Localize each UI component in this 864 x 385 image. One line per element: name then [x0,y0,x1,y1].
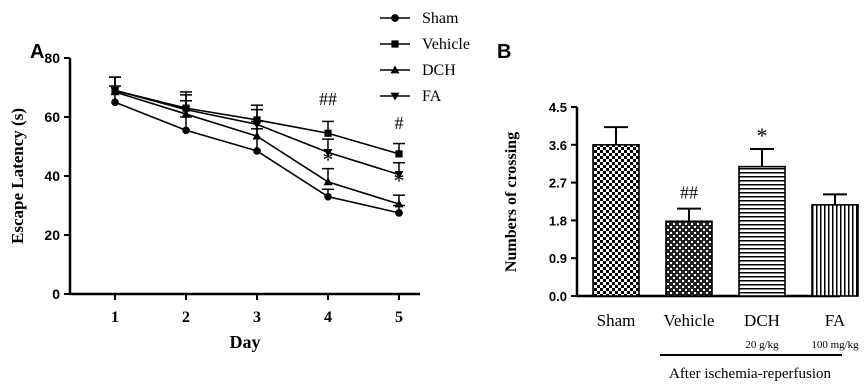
bar-sham [592,144,640,297]
data-point-fa [323,149,333,157]
x-tick-label-b: FA [825,311,846,330]
x-tick-label-b: Vehicle [664,311,715,330]
y-tick-label-b: 0.9 [549,251,567,266]
significance-marker-a: * [394,168,405,193]
significance-marker-b: * [757,123,768,148]
x-tick-label-b: Sham [597,311,636,330]
x-tick-label-a: 2 [182,309,190,326]
legend-label-dch: DCH [422,62,456,79]
x-tick-label-a: 4 [324,309,332,326]
x-axis-label-a: Day [230,332,261,352]
x-tick-label-a: 1 [111,309,119,326]
panel-b-letter: B [497,41,511,63]
legend-a: Sham Vehicle DCH FA [380,10,470,105]
bar-chart-panel-b: 0.0 0.9 1.8 2.7 3.6 4.5 Sham Vehicle DCH FA 20 g/… [503,100,859,382]
legend-label-vehicle: Vehicle [422,36,470,53]
y-tick-label-b: 0.0 [549,289,567,304]
y-axis-label-a: Escape Latency (s) [8,108,27,244]
x-tick-label-b: DCH [744,311,780,330]
data-point-sham [111,98,119,107]
data-point-vehicle [324,129,332,137]
data-point-fa [394,171,404,180]
legend-label-fa: FA [422,88,442,105]
legend-marker-vehicle [391,40,399,48]
legend-marker-sham [391,14,399,22]
data-point-sham [253,147,261,155]
data-point-dch [252,131,262,140]
y-tick-label-a: 60 [44,109,60,125]
dose-label: 100 mg/kg [811,339,859,351]
panel-a-letter: A [30,41,44,63]
data-point-sham [324,192,332,201]
legend-marker-fa [390,92,400,101]
dose-label: 20 g/kg [745,339,779,351]
y-tick-label-a: 40 [44,168,60,184]
data-point-fa [252,121,262,129]
bar-fa [811,204,859,297]
y-tick-label-a: 20 [44,227,60,243]
y-axis-label-b: Numbers of crossing [503,132,520,272]
bar-vehicle [665,220,713,297]
data-point-dch [323,177,333,186]
significance-marker-b: ## [680,183,698,203]
y-tick-label-b: 4.5 [549,100,567,115]
significance-marker-a: * [323,147,334,172]
bracket-label: After ischemia-reperfusion [669,366,832,382]
y-tick-label-b: 2.7 [549,176,567,191]
significance-marker-a: ## [319,89,337,109]
significance-marker-a: # [395,113,404,133]
legend-label-sham: Sham [422,10,459,27]
series-fa [109,76,405,180]
bar-dch [738,165,786,297]
y-tick-label-b: 1.8 [549,213,567,228]
data-point-sham [395,209,403,217]
data-point-fa [110,87,120,95]
data-point-dch [394,199,404,208]
y-tick-label-b: 3.6 [549,138,567,153]
legend-marker-dch [390,65,400,74]
data-point-fa [181,106,191,115]
line-chart-panel-a: 0 20 40 60 80 1 2 3 4 5 Escape Latency (s) Day #… [8,10,470,352]
x-tick-label-a: 3 [253,309,261,326]
y-tick-label-a: 80 [44,50,60,66]
x-tick-label-a: 5 [395,309,403,326]
y-tick-label-a: 0 [52,286,60,302]
data-point-sham [182,126,190,135]
data-point-vehicle [395,150,403,158]
